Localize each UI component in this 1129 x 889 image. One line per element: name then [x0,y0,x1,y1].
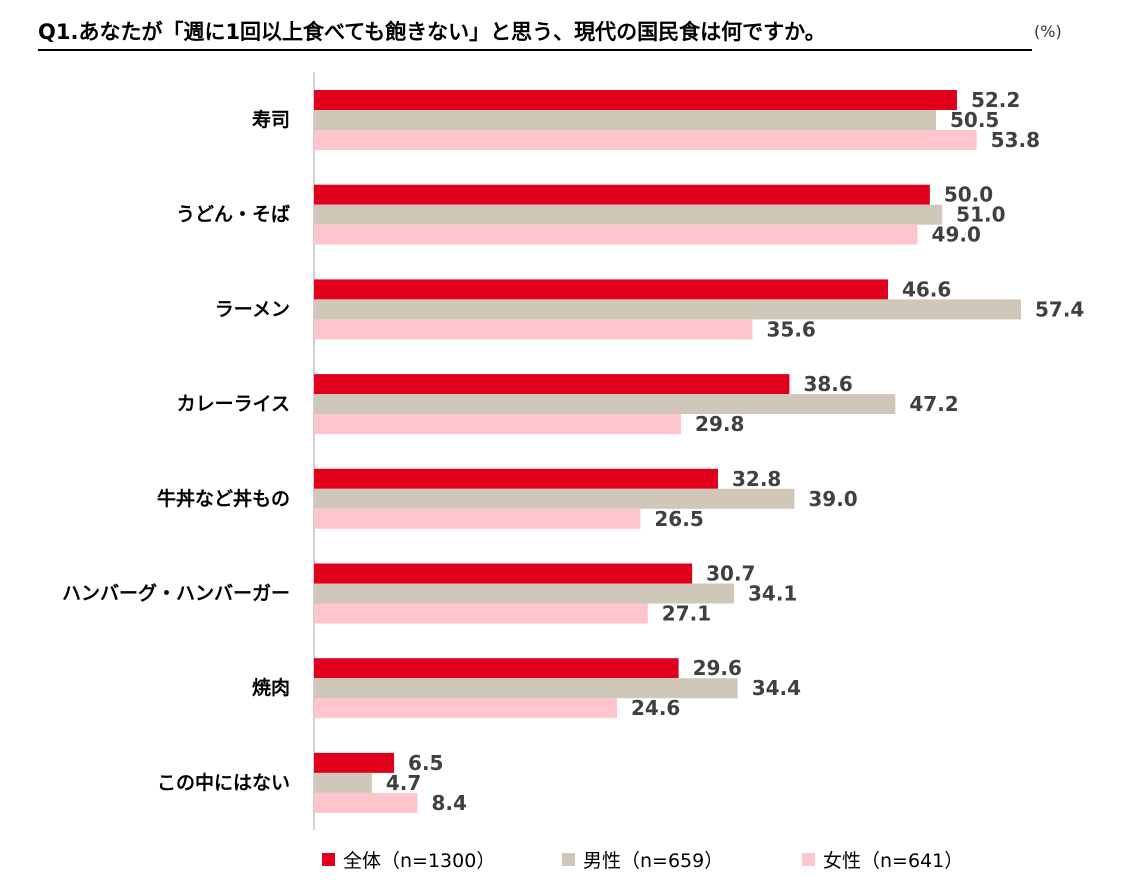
data-label-male: 34.4 [752,676,801,700]
bar-female [314,509,640,529]
data-label-all: 46.6 [902,277,951,301]
bar-all [314,469,718,489]
bar-male [314,773,372,793]
bar-male [314,394,895,414]
bar-all [314,279,888,299]
data-label-female: 29.8 [695,412,744,436]
data-label-female: 24.6 [631,696,680,720]
legend-item-male: 男性（n=659） [562,846,802,873]
data-label-male: 34.1 [748,582,797,606]
legend-swatch-all [322,853,335,866]
data-label-female: 8.4 [431,791,466,815]
bar-male [314,678,738,698]
data-label-female: 35.6 [766,317,815,341]
bar-all [314,374,789,394]
bar-female [314,698,617,718]
category-label: この中にはない [157,771,290,794]
bar-male [314,584,734,604]
legend-label-all: 全体（n=1300） [343,846,495,873]
bar-male [314,489,794,509]
legend-label-female: 女性（n=641） [823,846,963,873]
data-label-all: 32.8 [732,467,781,491]
data-label-male: 57.4 [1035,297,1084,321]
category-label: うどん・そば [176,204,290,226]
data-label-female: 49.0 [932,223,981,247]
bar-female [314,604,648,624]
bar-all [314,90,957,110]
bar-female [314,793,417,813]
data-label-male: 4.7 [386,771,421,795]
category-label: 寿司 [252,108,290,131]
bar-all [314,658,679,678]
bar-all [314,564,692,584]
bar-male [314,110,936,130]
bar-male [314,299,1021,319]
bar-all [314,185,930,205]
bar-female [314,319,752,339]
data-label-male: 39.0 [808,487,857,511]
data-label-female: 53.8 [991,128,1040,152]
bar-female [314,130,977,150]
legend-item-all: 全体（n=1300） [322,846,562,873]
legend-swatch-male [562,853,575,866]
bar-male [314,205,942,225]
legend-item-female: 女性（n=641） [802,846,1042,873]
bar-chart: 寿司52.250.553.8うどん・そば50.051.049.0ラーメン46.6… [0,0,1129,840]
legend-swatch-female [802,853,815,866]
bar-all [314,753,394,773]
category-label: カレーライス [177,393,290,415]
bar-female [314,225,918,245]
category-label: 焼肉 [252,676,290,699]
data-label-all: 29.6 [693,656,742,680]
category-label: ハンバーグ・ハンバーガー [62,582,290,605]
data-label-male: 47.2 [909,392,958,416]
data-label-female: 26.5 [654,507,703,531]
legend-label-male: 男性（n=659） [583,846,723,873]
legend: 全体（n=1300） 男性（n=659） 女性（n=641） [322,846,1042,873]
data-label-female: 27.1 [662,602,711,626]
data-label-all: 38.6 [803,372,852,396]
category-label: 牛丼など丼もの [157,487,290,510]
category-label: ラーメン [215,298,290,320]
bar-female [314,414,681,434]
